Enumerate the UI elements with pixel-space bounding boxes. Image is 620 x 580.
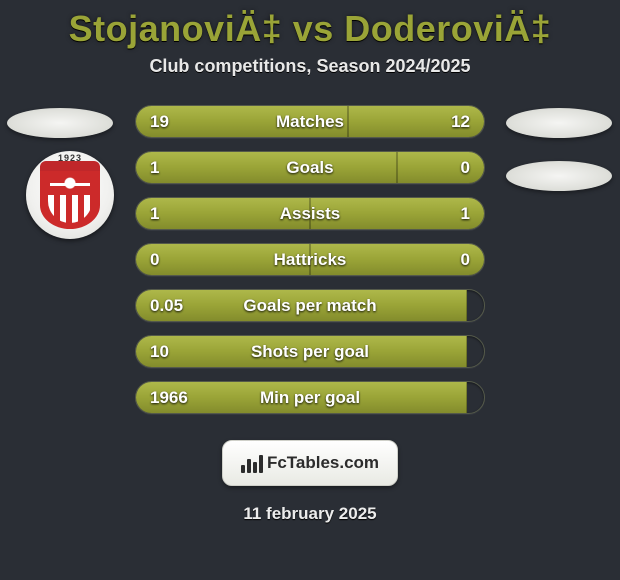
player1-club-crest: 1923 [26, 151, 114, 239]
stat-label: Assists [136, 204, 484, 224]
brand-badge[interactable]: FcTables.com [222, 440, 398, 486]
stat-row: 1966Min per goal [135, 381, 485, 414]
stat-bars: 19Matches121Goals01Assists10Hattricks00.… [135, 105, 485, 414]
stat-label: Hattricks [136, 250, 484, 270]
stat-label: Min per goal [136, 388, 484, 408]
page-title: StojanoviÄ‡ vs DoderoviÄ‡ [69, 8, 552, 50]
page-subtitle: Club competitions, Season 2024/2025 [149, 56, 470, 77]
stat-value-right: 1 [461, 204, 470, 224]
stat-value-right: 0 [461, 250, 470, 270]
stat-label: Matches [136, 112, 484, 132]
stat-value-right: 12 [451, 112, 470, 132]
comparison-area: 1923 19Matches121Goals01Assists10Hattric… [0, 105, 620, 414]
date-label: 11 february 2025 [243, 504, 376, 524]
player1-badge-1 [7, 108, 113, 138]
stat-row: 1Assists1 [135, 197, 485, 230]
bars-icon [241, 453, 263, 473]
stat-label: Goals per match [136, 296, 484, 316]
player2-badge-1 [506, 108, 612, 138]
stat-value-right: 0 [461, 158, 470, 178]
stat-row: 0.05Goals per match [135, 289, 485, 322]
stat-row: 10Shots per goal [135, 335, 485, 368]
stat-label: Shots per goal [136, 342, 484, 362]
brand-text: FcTables.com [267, 453, 379, 473]
stat-row: 19Matches12 [135, 105, 485, 138]
stat-row: 1Goals0 [135, 151, 485, 184]
stat-row: 0Hattricks0 [135, 243, 485, 276]
crest-shield-icon [40, 161, 100, 229]
player2-badge-2 [506, 161, 612, 191]
stat-label: Goals [136, 158, 484, 178]
